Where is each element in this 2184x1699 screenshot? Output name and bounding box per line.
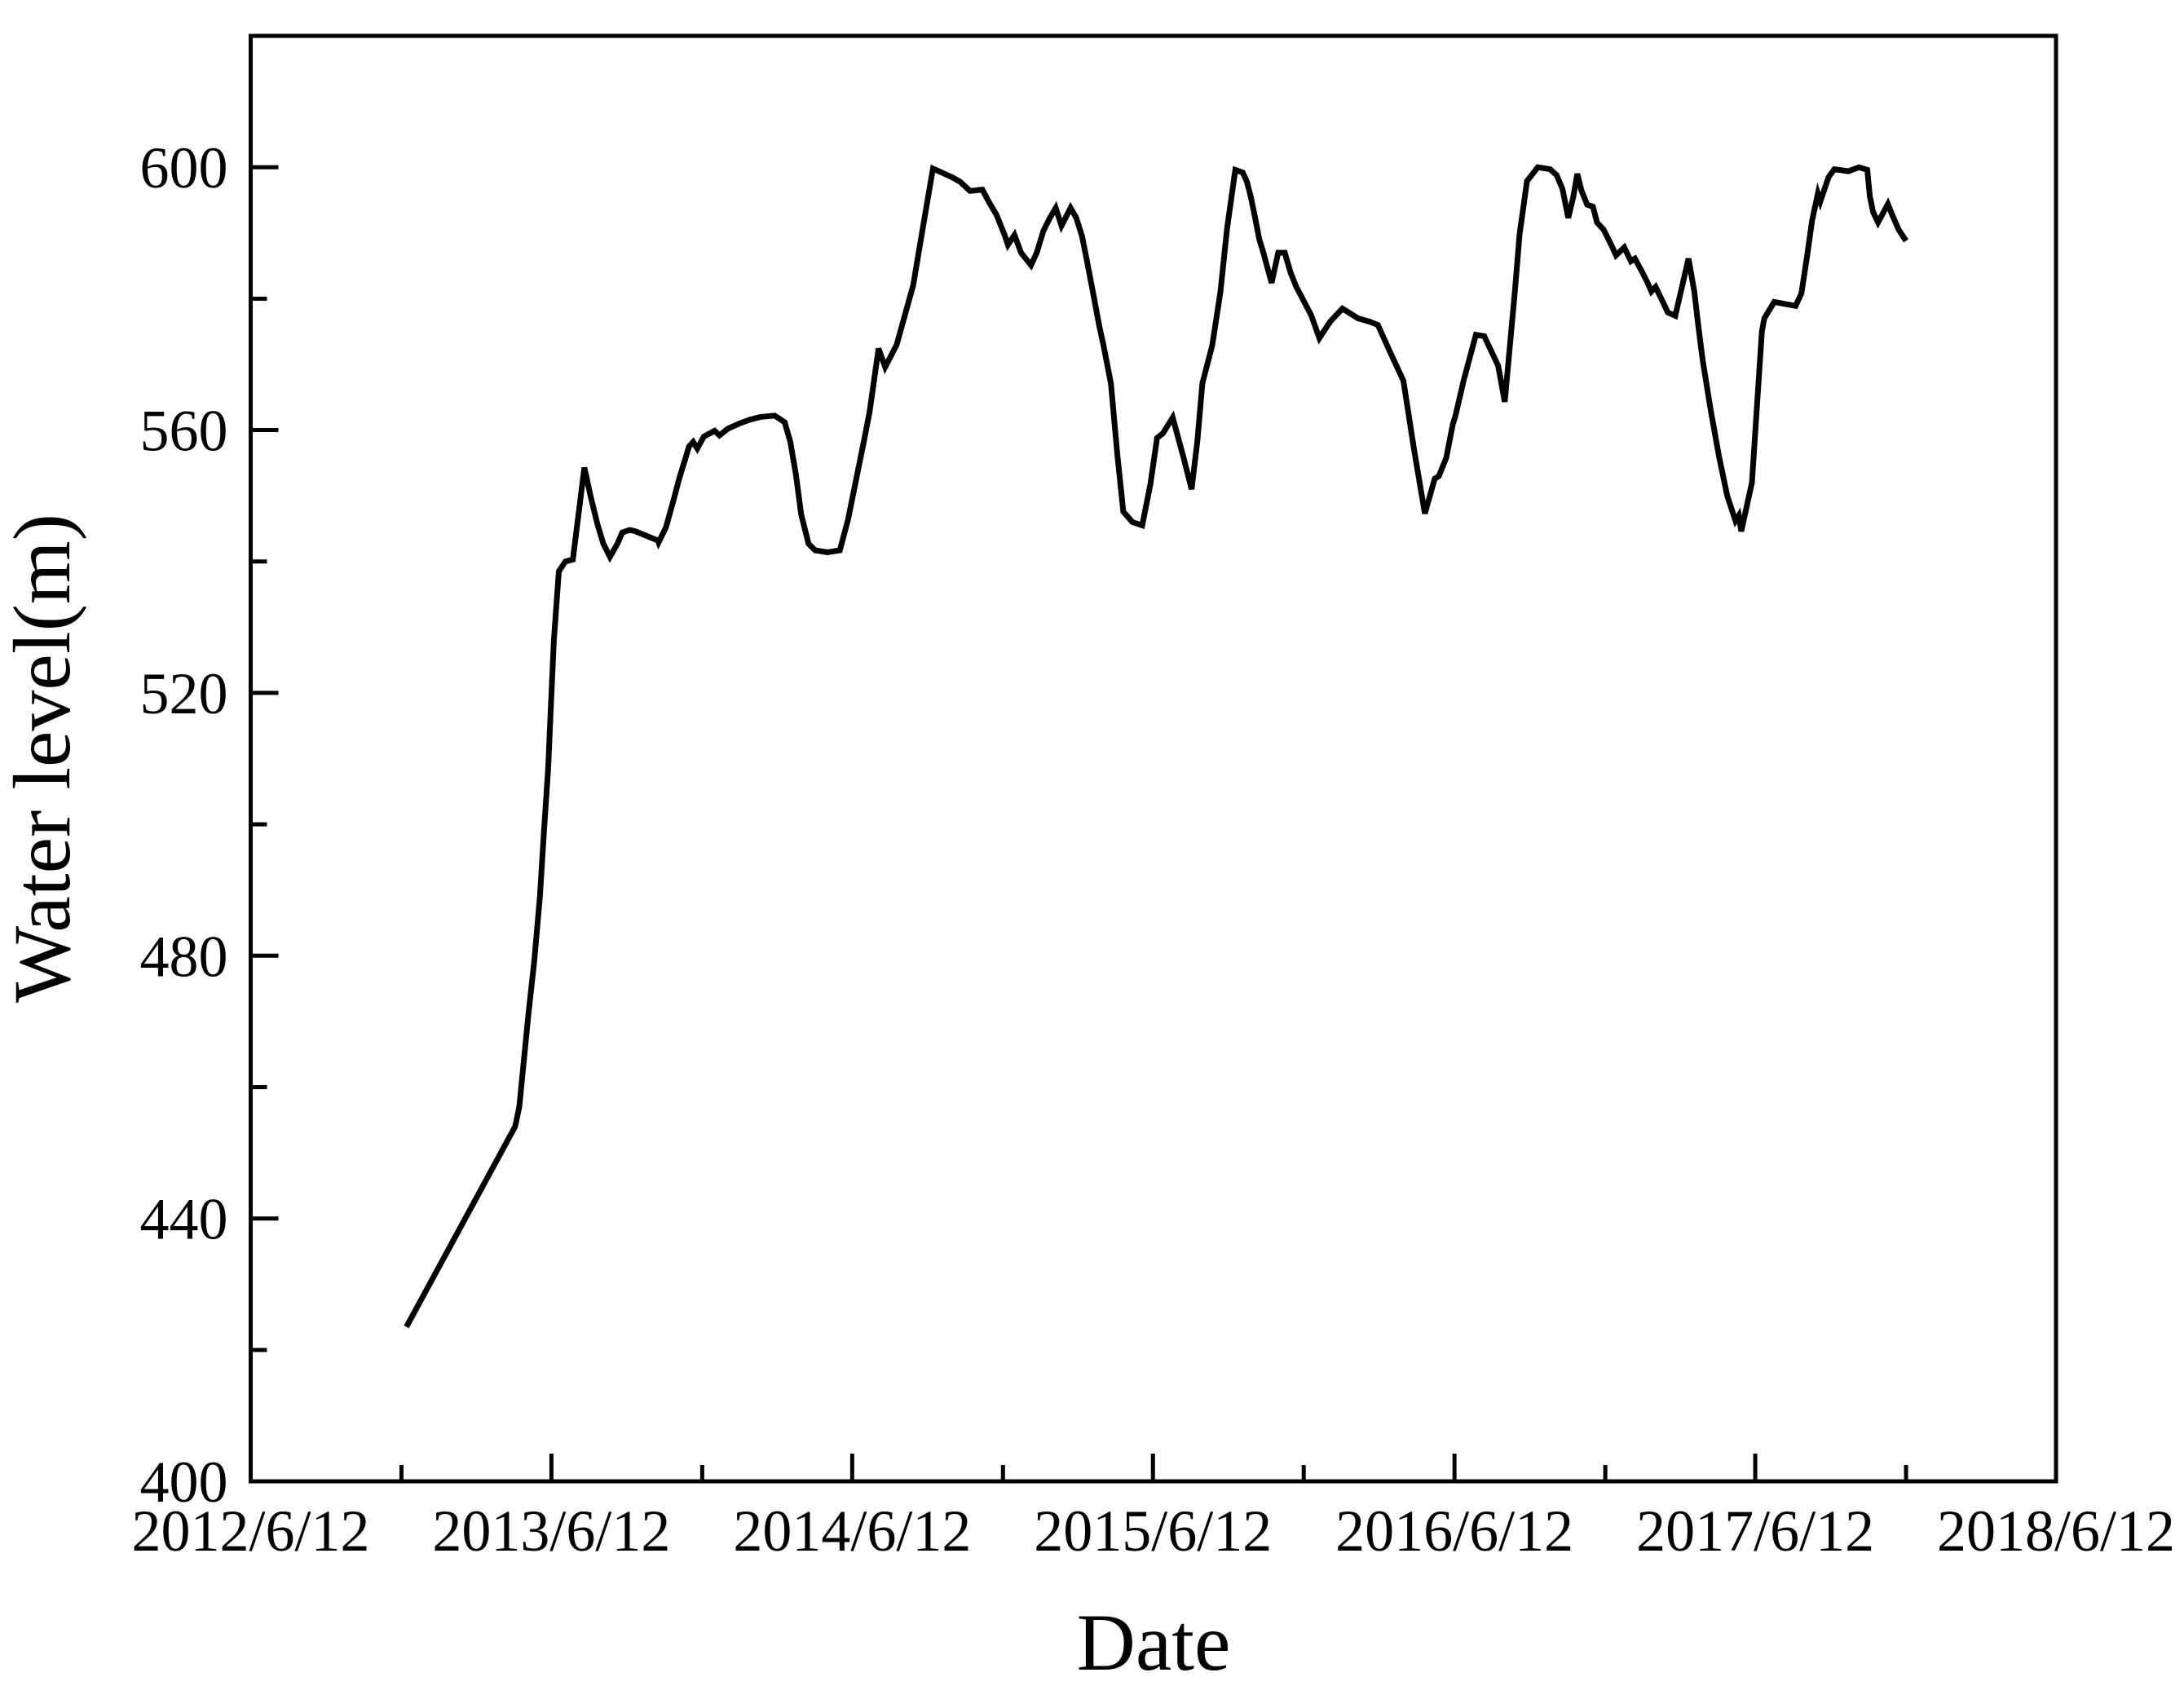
x-axis-title: Date — [1077, 1597, 1231, 1688]
y-tick-label: 560 — [140, 399, 228, 464]
x-tick-label: 2018/6/12 — [1937, 1498, 2175, 1564]
y-tick-label: 600 — [140, 135, 228, 201]
axis-ticks — [249, 33, 2058, 1484]
water-level-series-line — [404, 164, 1908, 1329]
x-tick-label: 2013/6/12 — [432, 1498, 670, 1564]
x-tick-label: 2012/6/12 — [131, 1498, 369, 1564]
x-tick-label: 2016/6/12 — [1335, 1498, 1573, 1564]
x-tick-label: 2014/6/12 — [733, 1498, 971, 1564]
y-tick-label: 440 — [140, 1187, 228, 1252]
x-tick-label: 2017/6/12 — [1636, 1498, 1874, 1564]
x-tick-label: 2015/6/12 — [1034, 1498, 1272, 1564]
y-axis-title: Water level(m) — [0, 514, 87, 1003]
y-tick-label: 480 — [140, 924, 228, 989]
plot-frame — [249, 33, 2058, 1484]
y-tick-label: 520 — [140, 661, 228, 726]
axis-tick-labels: 2012/6/12 2013/6/12 2014/6/12 2015/6/12 2016… — [131, 135, 2175, 1564]
y-tick-label: 400 — [140, 1450, 228, 1515]
